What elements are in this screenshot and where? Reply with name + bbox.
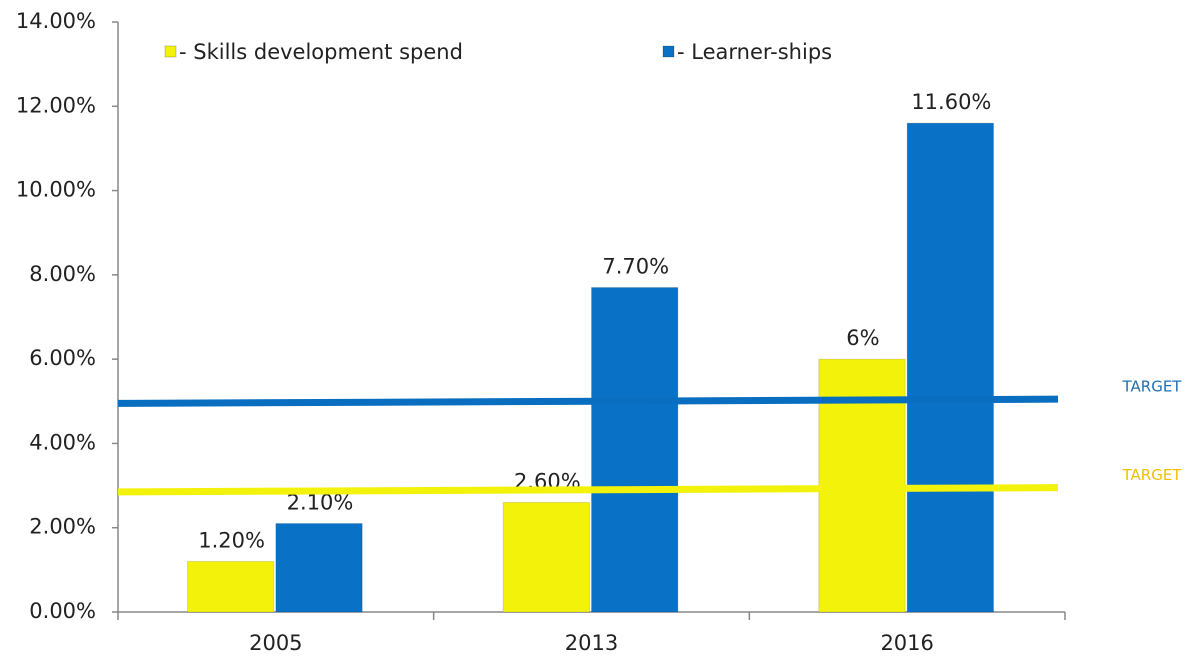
y-tick-label: 10.00% (16, 178, 96, 202)
bar (502, 501, 591, 613)
legend-swatch (662, 45, 675, 58)
bar (906, 122, 995, 613)
target-line (117, 395, 1059, 407)
x-tick-label: 2013 (565, 631, 618, 655)
x-tick-label: 2016 (880, 631, 933, 655)
target-line (117, 484, 1059, 496)
bar (591, 287, 679, 613)
legend-swatch (164, 45, 177, 58)
y-tick-label: 6.00% (29, 346, 96, 370)
x-tick-label: 2005 (249, 631, 302, 655)
legend-label: - Skills development spend (179, 40, 463, 64)
bar (275, 523, 363, 613)
value-label: 11.60% (911, 90, 991, 114)
y-tick-label: 12.00% (16, 93, 96, 117)
y-tick-label: 4.00% (29, 430, 96, 454)
target-label: TARGET (1122, 378, 1183, 396)
target-label: TARGET (1122, 466, 1183, 484)
y-tick-label: 8.00% (29, 262, 96, 286)
legend-label: - Learner-ships (677, 40, 832, 64)
value-label: 6% (846, 326, 879, 350)
bar (186, 560, 275, 613)
y-tick-label: 2.00% (29, 515, 96, 539)
value-label: 1.20% (198, 528, 265, 552)
value-label: 7.70% (602, 255, 669, 279)
y-tick-label: 14.00% (16, 9, 96, 33)
y-tick-label: 0.00% (29, 599, 96, 623)
